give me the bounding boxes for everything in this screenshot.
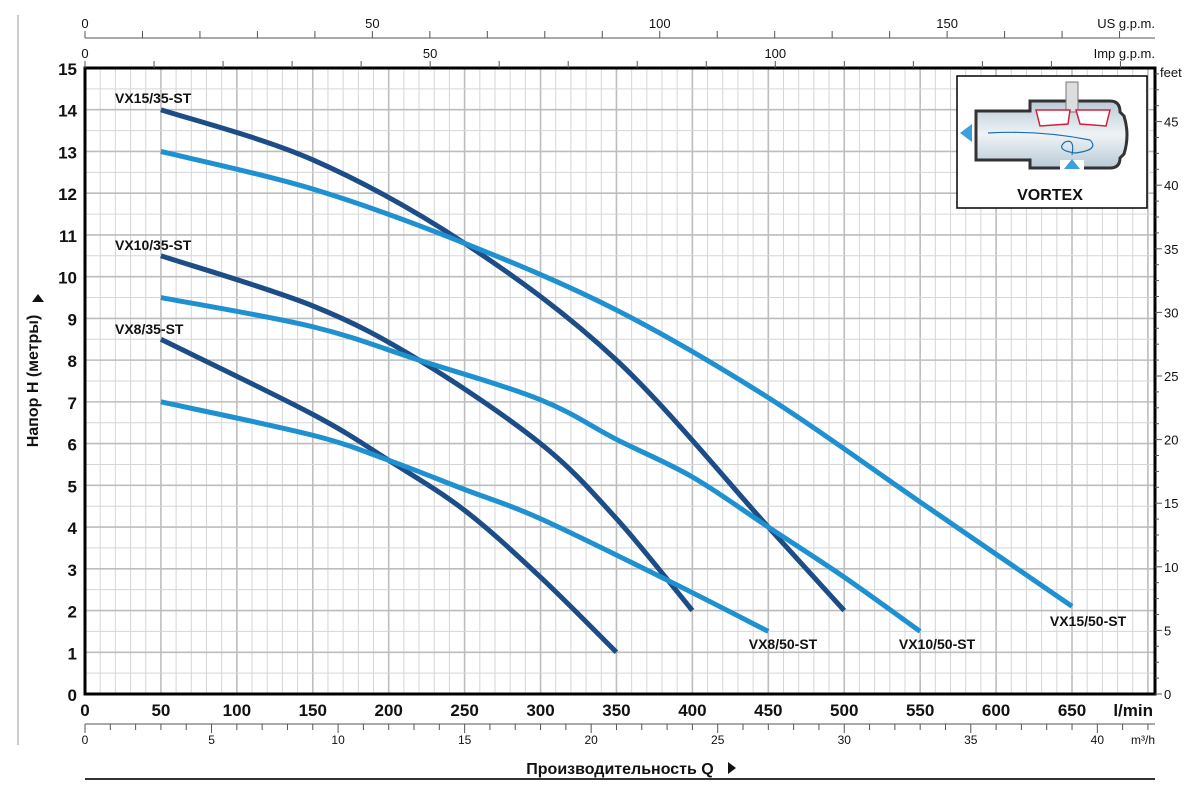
y-tick-label: 3 (68, 561, 77, 580)
y-axis-title: Напор H (метры) (25, 315, 42, 448)
x-tick-label: 150 (299, 701, 327, 720)
feet-tick-label: 25 (1164, 369, 1178, 384)
feet-tick-label: 0 (1164, 687, 1171, 702)
x-tick-label: 600 (982, 701, 1010, 720)
y-tick-label: 4 (68, 519, 78, 538)
us-gpm-tick-label: 0 (81, 16, 88, 31)
feet-tick-label: 30 (1164, 305, 1178, 320)
m3h-tick-label: 0 (82, 733, 89, 747)
m3h-tick-label: 15 (458, 733, 472, 747)
y-tick-label: 15 (58, 60, 77, 79)
series-label: VX8/35-ST (115, 321, 184, 337)
feet-tick-label: 15 (1164, 496, 1178, 511)
m3h-tick-label: 10 (331, 733, 345, 747)
y-tick-label: 7 (68, 394, 77, 413)
x-tick-label: 0 (80, 701, 89, 720)
x-tick-label: 300 (526, 701, 554, 720)
x-tick-label: 250 (450, 701, 478, 720)
x-unit-label: l/min (1113, 701, 1153, 720)
y-axis-title-arrow-icon (32, 294, 44, 302)
y-tick-label: 9 (68, 310, 77, 329)
feet-tick-label: 10 (1164, 560, 1178, 575)
series-label: VX10/50-ST (899, 636, 976, 652)
y-tick-label: 10 (58, 269, 77, 288)
us-gpm-tick-label: 50 (365, 16, 379, 31)
x-tick-label: 450 (754, 701, 782, 720)
curves (159, 107, 1074, 655)
us-gpm-unit: US g.p.m. (1097, 16, 1155, 31)
y-tick-label: 13 (58, 143, 77, 162)
y-tick-label: 0 (68, 686, 77, 705)
imp-gpm-unit: Imp g.p.m. (1094, 46, 1155, 61)
us-gpm-tick-label: 150 (936, 16, 958, 31)
y-tick-label: 1 (68, 644, 77, 663)
x-tick-label: 500 (830, 701, 858, 720)
feet-tick-label: 40 (1164, 178, 1178, 193)
x-axis-title-arrow-icon (728, 762, 736, 774)
x-tick-label: 350 (602, 701, 630, 720)
imp-gpm-tick-label: 100 (764, 46, 786, 61)
imp-gpm-tick-label: 50 (423, 46, 437, 61)
curve-vx10-50-st (160, 295, 922, 634)
x-tick-label: 400 (678, 701, 706, 720)
inset-label: VORTEX (1017, 187, 1083, 204)
feet-tick-label: 5 (1164, 623, 1171, 638)
series-label: VX15/35-ST (115, 90, 192, 106)
m3h-tick-label: 30 (838, 733, 852, 747)
feet-unit: feet (1160, 65, 1182, 80)
curve-vx8-50-st (160, 399, 770, 634)
m3h-tick-label: 5 (208, 733, 215, 747)
m3h-tick-label: 35 (964, 733, 978, 747)
series-label: VX10/35-ST (115, 237, 192, 253)
feet-tick-label: 20 (1164, 433, 1178, 448)
m3h-tick-label: 40 (1091, 733, 1105, 747)
x-axis-title: Производительность Q (526, 761, 713, 778)
x-tick-label: 100 (223, 701, 251, 720)
curve-vx8-35-st (159, 337, 619, 655)
plot-frame (83, 66, 1157, 696)
imp-gpm-tick-label: 0 (81, 46, 88, 61)
y-tick-label: 6 (68, 436, 77, 455)
vortex-inset: VORTEX (956, 75, 1148, 209)
m3h-tick-label: 20 (584, 733, 598, 747)
x-tick-label: 550 (906, 701, 934, 720)
series-labels: VX15/35-ST VX15/50-ST VX10/35-ST VX10/50-ST… (115, 90, 1127, 652)
x-tick-label: 50 (151, 701, 170, 720)
series-label: VX15/50-ST (1050, 613, 1127, 629)
y-tick-label: 2 (68, 603, 77, 622)
x-tick-label: 200 (375, 701, 403, 720)
y-tick-label: 14 (58, 102, 77, 121)
x-tick-label: 650 (1058, 701, 1086, 720)
m3h-unit: m³/h (1131, 733, 1155, 747)
y-tick-label: 8 (68, 352, 77, 371)
curve-vx10-35-st (160, 253, 695, 613)
y-tick-label: 11 (59, 227, 77, 246)
m3h-tick-label: 25 (711, 733, 725, 747)
us-gpm-tick-label: 100 (649, 16, 671, 31)
feet-tick-label: 45 (1164, 115, 1178, 130)
y-tick-label: 12 (58, 185, 77, 204)
curve-vx15-50-st (160, 149, 1074, 609)
series-label: VX8/50-ST (749, 636, 818, 652)
feet-tick-label: 35 (1164, 242, 1178, 257)
y-tick-label: 5 (68, 477, 77, 496)
